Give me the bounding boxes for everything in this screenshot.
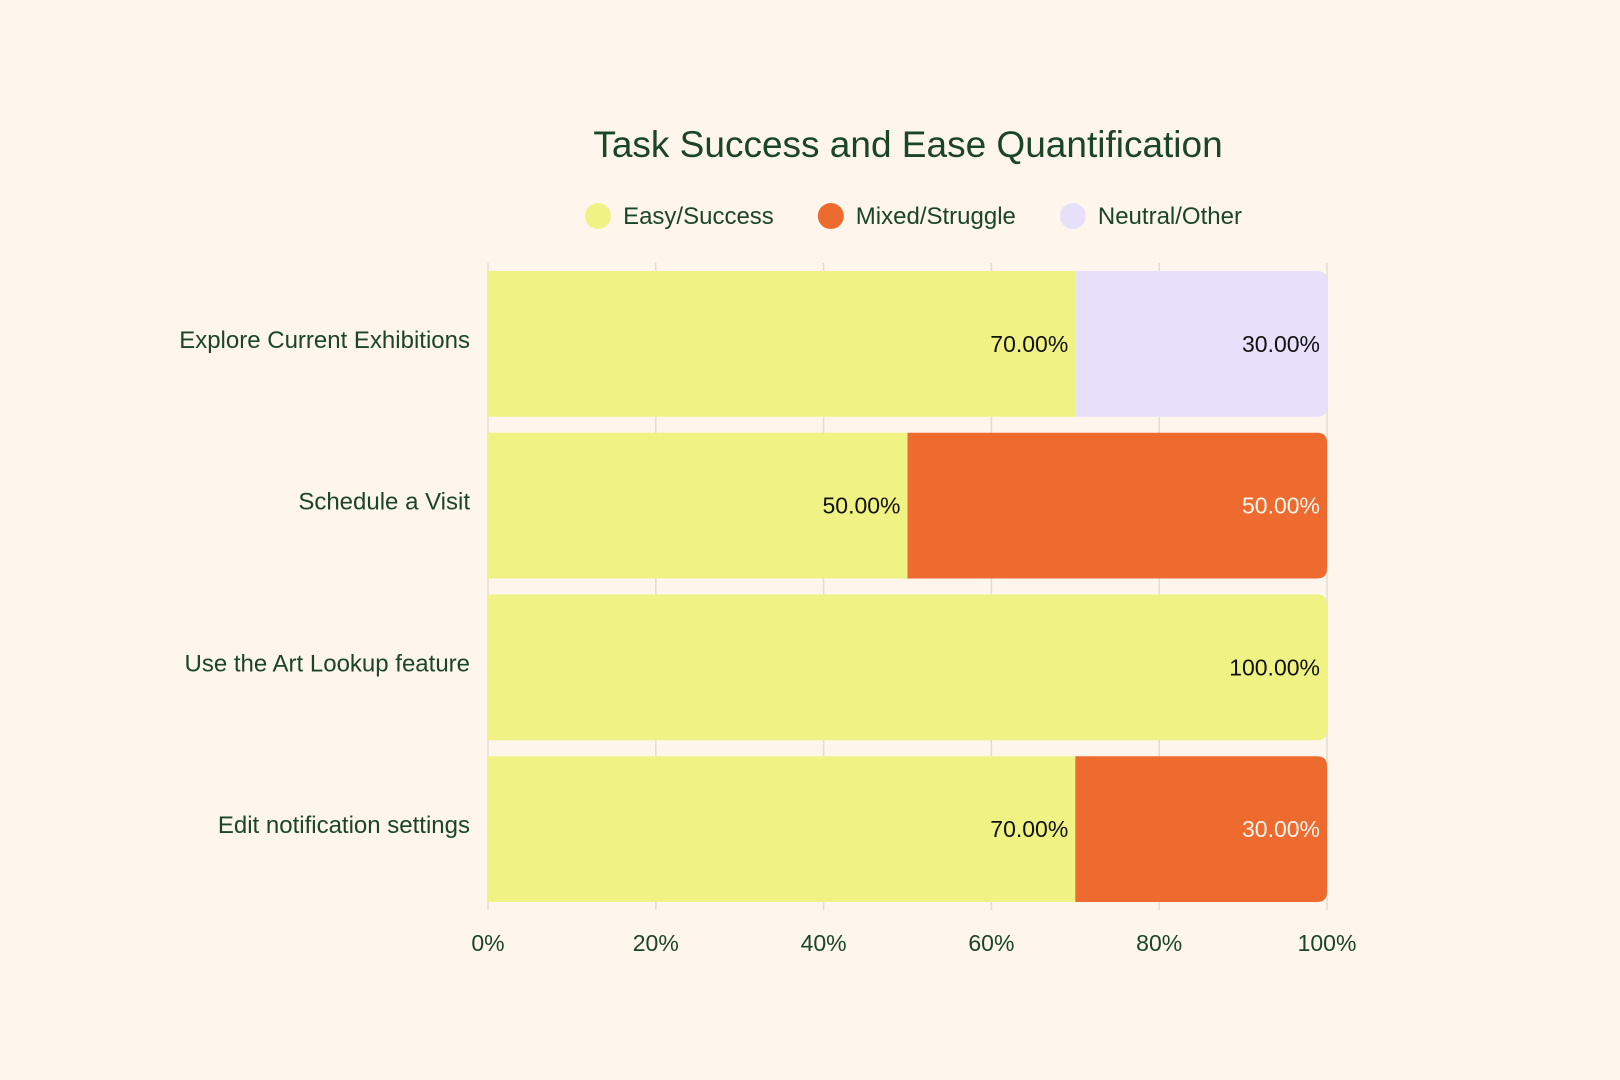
legend-label: Easy/Success (623, 203, 774, 230)
bar-data-label: 30.00% (1242, 331, 1320, 357)
bar-data-label: 70.00% (990, 331, 1068, 357)
y-category-label: Edit notification settings (218, 812, 470, 839)
x-axis-labels: 0% 20% 40% 60% 80% 100% (471, 930, 1356, 956)
x-tick-label: 20% (633, 930, 679, 956)
bar-segment (488, 432, 908, 579)
legend-item: Easy/Success (585, 203, 774, 230)
bar-segment (488, 756, 1076, 902)
y-category-label: Use the Art Lookup feature (184, 650, 470, 677)
x-tick-label: 100% (1298, 930, 1357, 956)
bar-segment (1075, 756, 1327, 902)
y-category-label: Explore Current Exhibitions (179, 327, 470, 354)
legend-swatch (1059, 203, 1086, 229)
bar-segment (488, 271, 1076, 417)
bar-data-label: 30.00% (1242, 816, 1320, 842)
bar-data-label: 70.00% (990, 816, 1068, 842)
bar-segment (488, 594, 1327, 741)
legend-swatch (817, 203, 844, 229)
bar-data-label: 50.00% (822, 493, 900, 519)
legend-label: Neutral/Other (1098, 203, 1242, 230)
bar-segment (1075, 271, 1327, 417)
legend-item: Mixed/Struggle (817, 203, 1016, 230)
x-tick-label: 40% (801, 930, 847, 956)
legend-item: Neutral/Other (1059, 203, 1242, 230)
bar-segment (907, 432, 1327, 579)
x-tick-label: 60% (968, 930, 1014, 956)
x-tick-label: 80% (1136, 930, 1182, 956)
bars: 70.00% 30.00% 50.00% 50.00% 100.00% 70.00% 30.… (488, 271, 1327, 902)
chart-legend: Easy/Success Mixed/Struggle Neutral/Other (585, 203, 1242, 230)
x-tick-label: 0% (471, 930, 504, 956)
legend-swatch (585, 203, 612, 229)
bar-data-label: 50.00% (1242, 493, 1320, 519)
bar-data-label: 100.00% (1229, 654, 1320, 680)
chart-title: Task Success and Ease Quantification (593, 124, 1222, 165)
y-axis-labels: Explore Current Exhibitions Schedule a Vi… (179, 327, 470, 839)
y-category-label: Schedule a Visit (298, 489, 470, 516)
legend-label: Mixed/Struggle (856, 203, 1016, 230)
